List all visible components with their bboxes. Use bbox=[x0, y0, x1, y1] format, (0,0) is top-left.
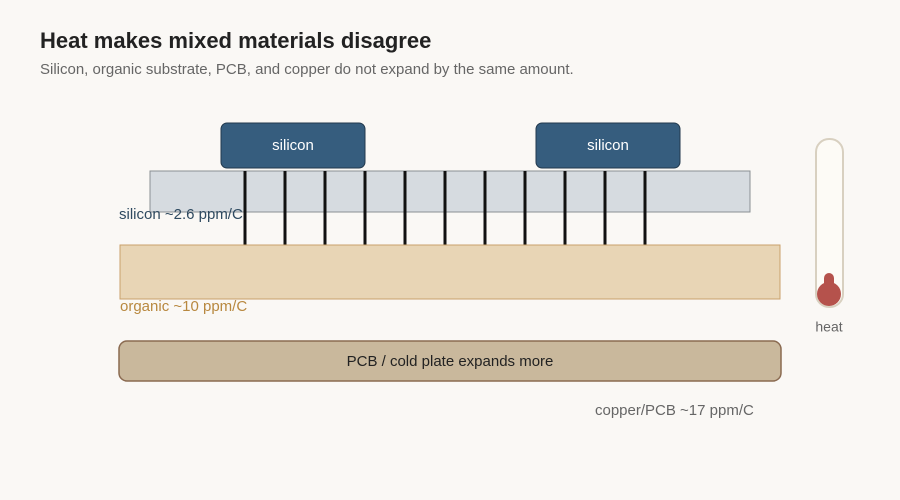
chip bbox=[535, 122, 681, 169]
thermometer-bulb bbox=[817, 282, 841, 306]
pcb-label: PCB / cold plate expands more bbox=[347, 353, 554, 370]
bumps bbox=[243, 171, 647, 245]
organic-substrate bbox=[119, 244, 781, 300]
chip-label: silicon bbox=[587, 137, 629, 154]
chip-label: silicon bbox=[272, 137, 314, 154]
title: Heat makes mixed materials disagree bbox=[40, 28, 431, 53]
interposer bbox=[149, 170, 751, 213]
copper-label: copper/PCB ~17 ppm/C bbox=[595, 402, 754, 419]
thermometer bbox=[815, 138, 844, 308]
organic-label: organic ~10 ppm/C bbox=[120, 298, 247, 315]
thermometer-label: heat bbox=[815, 319, 842, 335]
silicon-label: silicon ~2.6 ppm/C bbox=[119, 206, 243, 223]
pcb bbox=[118, 340, 782, 382]
subtitle: Silicon, organic substrate, PCB, and cop… bbox=[40, 61, 574, 78]
chip bbox=[220, 122, 366, 169]
